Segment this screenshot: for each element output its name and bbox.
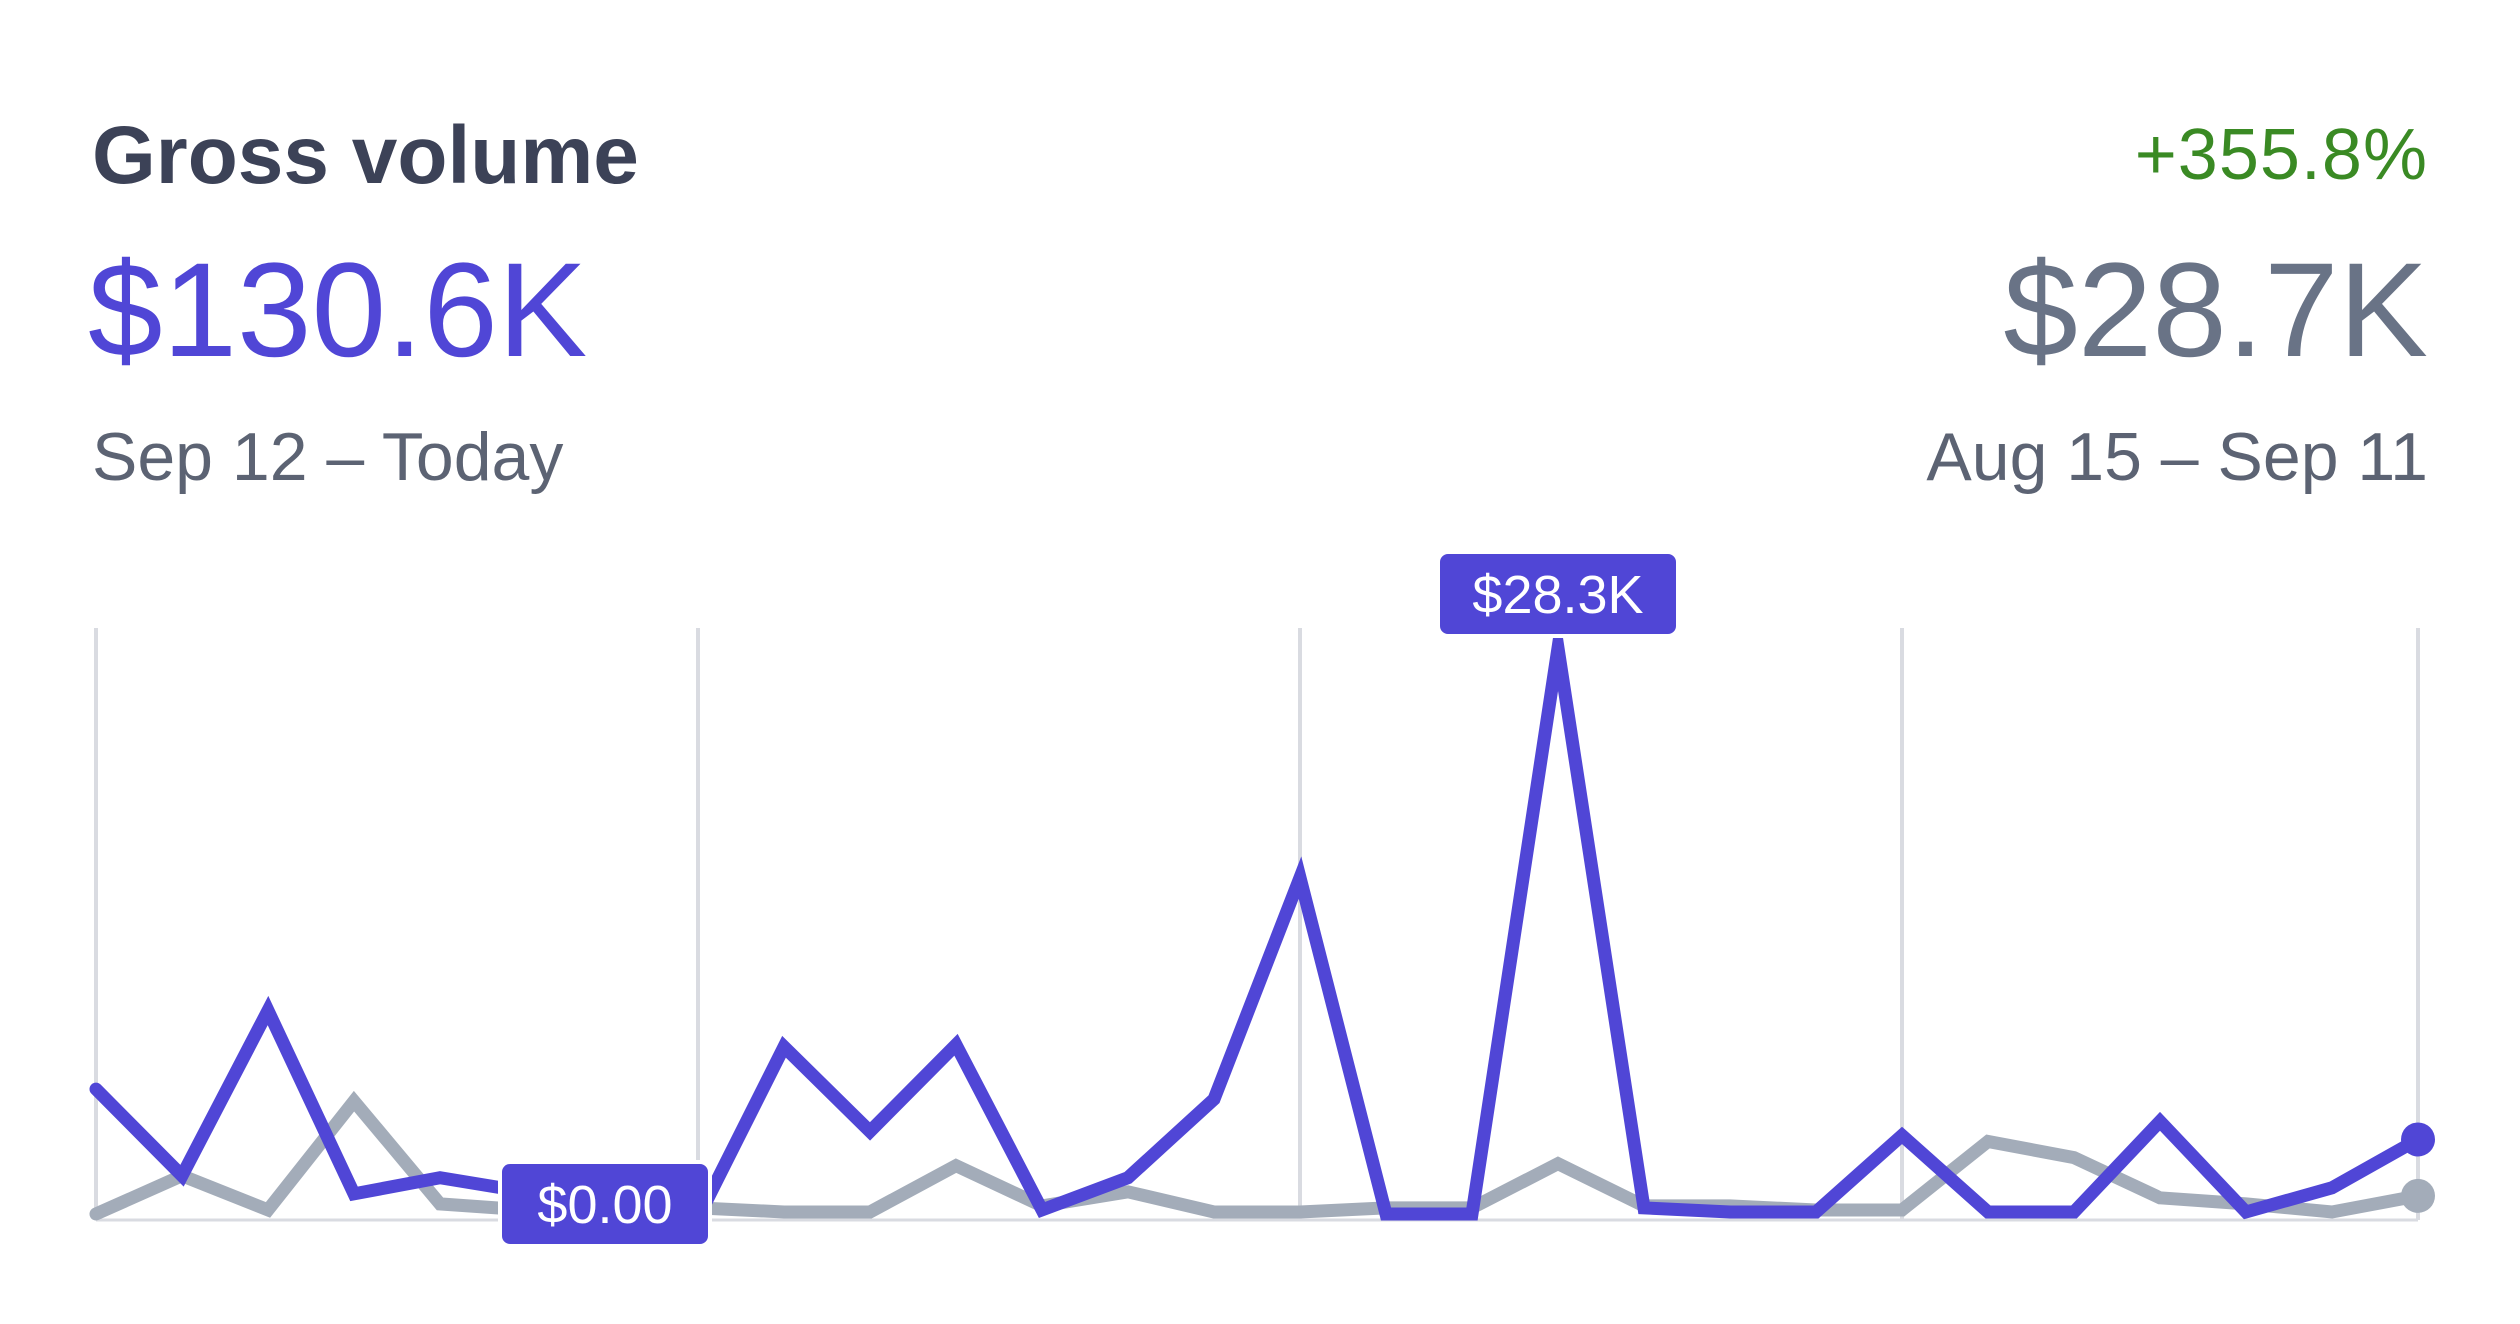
previous-data-point [1299, 1211, 1301, 1213]
previous-period-line [89, 1090, 2425, 1221]
previous-data-point [869, 1211, 871, 1213]
previous-data-point [2159, 1197, 2161, 1199]
previous-data-point [353, 1100, 355, 1102]
previous-data-point [2073, 1157, 2075, 1159]
current-data-point [1729, 1211, 1731, 1213]
current-data-point [1041, 1209, 1043, 1211]
current-data-point [267, 1010, 269, 1012]
previous-data-point [2401, 1178, 2435, 1213]
current-data-point [783, 1046, 785, 1048]
previous-period-total: $28.7K [2003, 236, 2428, 385]
current-data-point [1815, 1211, 1817, 1213]
current-period-total: $130.6K [88, 236, 588, 385]
current-data-point [1213, 1098, 1215, 1100]
current-data-point [955, 1044, 957, 1046]
current-period-line [89, 604, 2425, 1226]
current-data-point [2159, 1120, 2161, 1122]
previous-data-point [439, 1203, 441, 1205]
current-data-point [869, 1130, 871, 1132]
current-data-point [1643, 1207, 1645, 1209]
previous-data-point [267, 1209, 269, 1211]
value-label: $0.00 [537, 1175, 672, 1235]
previous-data-point [1901, 1209, 1903, 1211]
value-label: $28.3K [1472, 565, 1643, 625]
value-label-box [1436, 550, 1680, 638]
previous-data-point [2331, 1211, 2333, 1213]
current-data-point [2245, 1211, 2247, 1213]
current-data-point [2073, 1211, 2075, 1213]
current-data-point [2401, 1122, 2435, 1157]
previous-data-point [783, 1211, 785, 1213]
previous-data-point [1987, 1140, 1989, 1142]
previous-data-point [1557, 1163, 1559, 1165]
current-data-point [1471, 1213, 1473, 1215]
percent-change: +355.8% [2134, 115, 2428, 195]
previous-data-point [95, 1213, 97, 1215]
current-data-point [2331, 1187, 2333, 1189]
previous-data-point [1127, 1191, 1129, 1193]
previous-data-point [955, 1165, 957, 1167]
current-data-point [1557, 647, 1559, 649]
current-data-point [1299, 877, 1301, 879]
current-data-point [1901, 1134, 1903, 1136]
current-data-point [353, 1193, 355, 1195]
current-data-point [95, 1088, 97, 1090]
previous-data-point [1213, 1211, 1215, 1213]
current-data-point [1385, 1213, 1387, 1215]
current-date-range: Sep 12 – Today [92, 419, 564, 495]
previous-date-range: Aug 15 – Sep 11 [1926, 419, 2428, 495]
current-data-point [1987, 1211, 1989, 1213]
value-label-box [498, 1160, 712, 1248]
current-data-point [439, 1177, 441, 1179]
current-data-point [181, 1175, 183, 1177]
current-data-point [1127, 1177, 1129, 1179]
gross-volume-title: Gross volume [92, 110, 639, 201]
